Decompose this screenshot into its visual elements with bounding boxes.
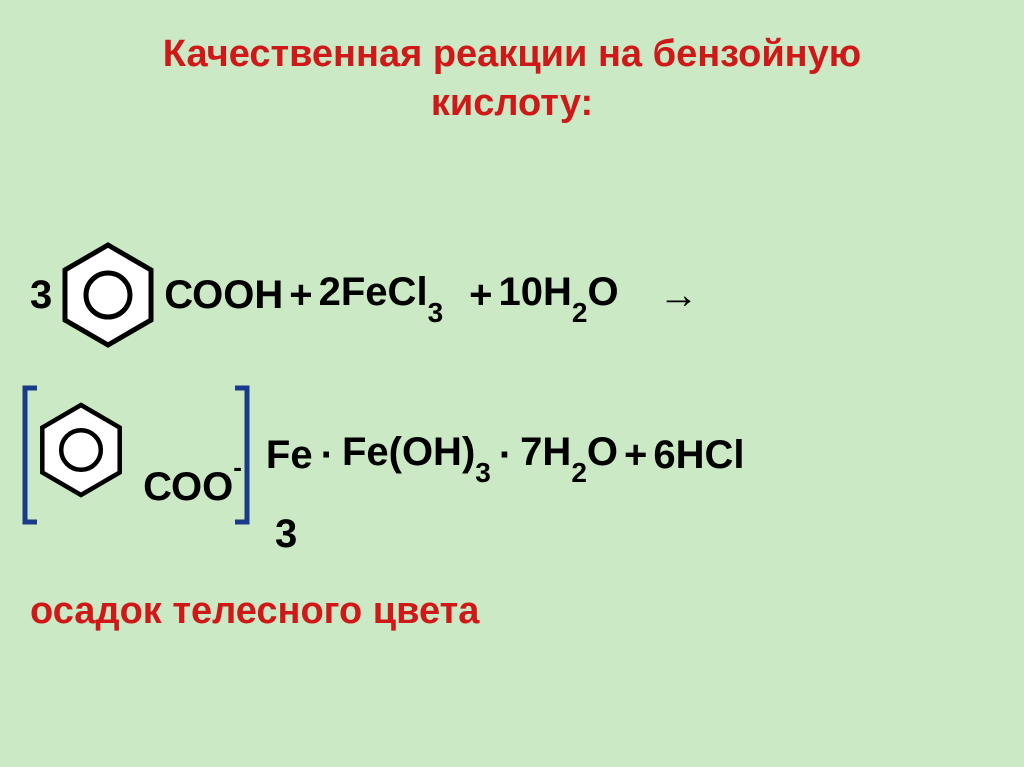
plus-2: + [469,273,492,318]
plus-1: + [289,273,312,318]
fe-text: Fe [266,433,313,478]
plus-3: + [624,433,647,478]
h2o10-sub: 2 [572,297,588,328]
coo-text: СОО- [143,465,242,509]
coef-3: 3 [30,273,52,318]
title-line-1: Качественная реакции на бензойную [163,33,861,75]
subscript-3-outside: 3 [275,512,297,557]
fecl3-main: 2FeCl [319,270,428,314]
h2o7-sub: 2 [571,457,587,488]
cooh-text: СООН [164,273,283,318]
feoh-sub: 3 [475,457,491,488]
benzene-ring-icon [36,400,126,500]
bracket-complex: СОО- [30,400,242,510]
h2o10-o: О [587,270,618,314]
fecl3-text: 2FeCl3 [319,270,444,321]
dot-1: · [321,433,334,478]
hcl-6: 6HCl [653,433,744,478]
feoh-text: Fe(OH)3 [342,430,491,481]
benzene-ring-icon [58,240,158,350]
dot-2: · [499,433,512,478]
h2o-7: 7H2O [520,430,618,481]
coo-main: СОО [143,465,233,509]
h2o7-o: O [587,430,618,474]
fecl3-sub: 3 [428,297,444,328]
bracket-right-icon [232,385,250,525]
arrow-icon: → [659,273,699,318]
equation-row-2: СОО- 3 Fe · Fe(OH)3 · 7H2O + 6HCl [30,400,745,510]
slide-title: Качественная реакции на бензойную кислот… [0,0,1024,129]
h2o-10: 10Н2О [499,270,619,321]
title-line-2: кислоту: [431,82,593,124]
h2o10-main: 10Н [499,270,572,314]
precipitate-label: осадок телесного цвета [30,590,479,633]
equation-row-1: 3 СООН + 2FeCl3 + 10Н2О → [30,240,699,350]
feoh-main: Fe(OH) [342,430,475,474]
h2o7-main: 7H [520,430,571,474]
